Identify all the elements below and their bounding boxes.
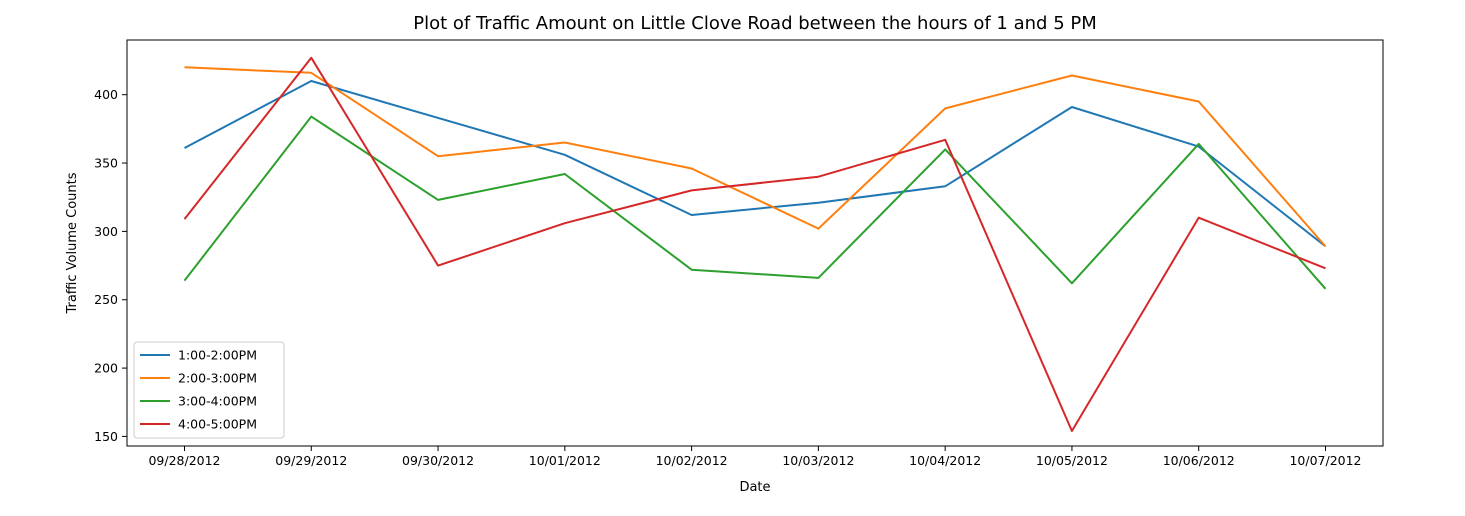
data-point	[184, 218, 186, 220]
data-point	[691, 189, 693, 191]
data-point	[944, 148, 946, 150]
data-point	[817, 228, 819, 230]
data-point	[184, 147, 186, 149]
series-line-4	[183, 56, 1326, 432]
legend-label: 3:00-4:00PM	[178, 394, 257, 409]
legend-box	[133, 341, 285, 439]
y-tick-label: 250	[94, 292, 118, 307]
data-point	[564, 142, 566, 144]
data-point	[310, 57, 312, 59]
y-tick-label: 350	[94, 156, 118, 171]
series-line-2	[184, 66, 1327, 248]
legend-label: 2:00-3:00PM	[178, 371, 257, 386]
data-point	[437, 155, 439, 157]
x-axis-label: Date	[739, 480, 770, 495]
data-point	[817, 176, 819, 178]
axes: 09/28/2012 09/29/2012 09/30/2012 10/01/2012…	[94, 87, 1361, 468]
x-tick-label: 10/04/2012	[909, 453, 981, 468]
data-point	[310, 72, 312, 74]
legend: 1:00-2:00PM 2:00-3:00PM 3:00-4:00PM 4:00-5:…	[133, 341, 285, 439]
data-point	[1198, 217, 1200, 219]
x-tick-label: 10/07/2012	[1289, 453, 1361, 468]
data-point	[1071, 106, 1073, 108]
data-point	[1198, 101, 1200, 103]
data-point	[944, 139, 946, 141]
series-line-1	[184, 80, 1327, 248]
data-point	[310, 80, 312, 82]
data-point	[817, 202, 819, 204]
data-point	[944, 107, 946, 109]
data-point	[1071, 430, 1073, 432]
data-point	[1071, 75, 1073, 77]
data-point	[1325, 267, 1327, 269]
data-point	[1325, 288, 1327, 290]
data-point	[691, 167, 693, 169]
data-point	[1198, 143, 1200, 145]
x-tick-label: 10/06/2012	[1163, 453, 1235, 468]
data-point	[1071, 282, 1073, 284]
plot-frame	[126, 39, 1384, 447]
series-line-3	[183, 115, 1327, 290]
legend-label: 1:00-2:00PM	[178, 348, 257, 363]
data-point	[564, 154, 566, 156]
x-tick-label: 09/30/2012	[402, 453, 474, 468]
y-tick-label: 150	[94, 429, 118, 444]
legend-label: 4:00-5:00PM	[178, 417, 257, 432]
x-tick-label: 10/05/2012	[1036, 453, 1108, 468]
y-axis-label: Traffic Volume Counts	[65, 172, 80, 314]
data-point	[437, 265, 439, 267]
data-point	[691, 269, 693, 271]
y-tick-label: 300	[94, 224, 118, 239]
data-point	[564, 173, 566, 175]
chart-title: Plot of Traffic Amount on Little Clove R…	[413, 13, 1097, 34]
x-tick-label: 10/01/2012	[529, 453, 601, 468]
x-tick-label: 10/03/2012	[782, 453, 854, 468]
data-point	[564, 222, 566, 224]
y-tick-label: 400	[94, 87, 118, 102]
x-tick-label: 09/28/2012	[148, 453, 220, 468]
data-point	[1325, 245, 1327, 247]
data-point	[310, 116, 312, 118]
data-point	[184, 66, 186, 68]
data-point	[184, 280, 186, 282]
x-tick-label: 09/29/2012	[275, 453, 347, 468]
data-point	[817, 277, 819, 279]
x-tick-label: 10/02/2012	[656, 453, 728, 468]
y-tick-label: 200	[94, 361, 118, 376]
data-point	[691, 214, 693, 216]
data-point	[944, 185, 946, 187]
data-point	[437, 117, 439, 119]
plot-area	[126, 39, 1384, 447]
data-point	[437, 199, 439, 201]
series-lines	[183, 56, 1327, 432]
